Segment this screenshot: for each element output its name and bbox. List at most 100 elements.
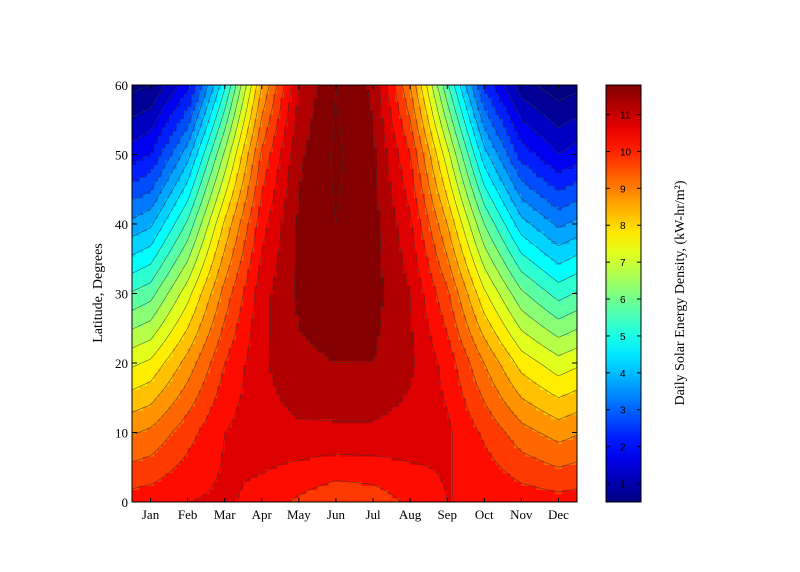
- contour-cell: [565, 464, 571, 470]
- contour-cell: [450, 385, 456, 391]
- contour-cell: [354, 472, 359, 478]
- contour-cell: [543, 481, 548, 486]
- contour-cell: [243, 364, 248, 370]
- contour-cell: [298, 389, 304, 395]
- contour-cell: [187, 385, 192, 391]
- contour-cell: [569, 497, 574, 502]
- contour-cell: [180, 389, 185, 395]
- contour-cell: [313, 372, 319, 378]
- contour-cell: [447, 360, 452, 365]
- contour-cell: [450, 497, 456, 502]
- contour-cell: [187, 343, 192, 349]
- contour-cell: [232, 343, 237, 349]
- contour-cell: [569, 410, 574, 416]
- contour-cell: [187, 393, 192, 399]
- contour-cell: [243, 414, 248, 420]
- contour-cell: [454, 376, 459, 382]
- contour-cell: [443, 364, 448, 370]
- contour-cell: [476, 447, 482, 453]
- contour-cell: [221, 451, 226, 457]
- contour-cell: [206, 456, 211, 461]
- contour-cell: [565, 439, 571, 445]
- contour-cell: [376, 351, 382, 357]
- contour-cell: [176, 472, 181, 478]
- contour-cell: [198, 356, 204, 361]
- contour-cell: [324, 447, 330, 453]
- contour-cell: [517, 339, 522, 345]
- contour-cell: [284, 493, 289, 499]
- contour-cell: [310, 435, 315, 441]
- contour-cell: [510, 376, 515, 382]
- contour-cell: [543, 397, 548, 403]
- contour-cell: [547, 410, 552, 416]
- contour-cell: [169, 476, 174, 482]
- contour-cell: [306, 447, 311, 453]
- contour-cell: [395, 489, 400, 495]
- contour-cell: [146, 485, 152, 491]
- contour-cell: [347, 493, 352, 499]
- contour-cell: [513, 372, 519, 378]
- contour-cell: [332, 406, 337, 411]
- contour-cell: [161, 397, 166, 403]
- contour-cell: [335, 406, 341, 411]
- contour-cell: [165, 431, 170, 436]
- contour-cell: [132, 439, 137, 445]
- contour-cell: [562, 401, 567, 407]
- contour-cell: [480, 472, 485, 478]
- contour-cell: [413, 464, 419, 470]
- contour-cell: [254, 493, 259, 499]
- contour-cell: [573, 343, 577, 349]
- contour-cell: [284, 414, 289, 420]
- contour-cell: [358, 489, 363, 495]
- contour-cell: [517, 422, 522, 428]
- contour-cell: [254, 472, 259, 478]
- contour-cell: [391, 451, 396, 457]
- contour-cell: [428, 339, 433, 345]
- contour-cell: [180, 347, 185, 353]
- contour-cell: [521, 422, 526, 428]
- contour-cell: [369, 376, 374, 382]
- contour-cell: [254, 435, 259, 441]
- contour-cell: [298, 339, 304, 345]
- contour-cell: [480, 389, 485, 395]
- contour-cell: [161, 356, 166, 361]
- contour-cell: [361, 376, 367, 382]
- contour-cell: [310, 422, 315, 428]
- contour-cell: [321, 489, 326, 495]
- contour-cell: [165, 410, 170, 416]
- contour-cell: [402, 364, 408, 370]
- contour-cell: [528, 331, 534, 336]
- contour-cell: [510, 414, 515, 420]
- contour-cell: [213, 364, 218, 370]
- contour-cell: [295, 485, 300, 491]
- contour-cell: [547, 472, 552, 478]
- contour-cell: [543, 443, 548, 449]
- contour-cell: [510, 381, 515, 386]
- contour-cell: [180, 493, 185, 499]
- contour-cell: [547, 331, 552, 336]
- contour-cell: [432, 422, 437, 428]
- contour-cell: [462, 335, 467, 340]
- contour-cell: [347, 397, 352, 403]
- contour-cell: [232, 364, 237, 370]
- contour-cell: [228, 339, 233, 345]
- contour-cell: [465, 485, 471, 491]
- contour-cell: [391, 335, 396, 340]
- contour-cell: [332, 426, 337, 432]
- contour-cell: [302, 464, 307, 470]
- contour-cell: [506, 476, 511, 482]
- contour-cell: [436, 385, 441, 391]
- contour-cell: [432, 381, 437, 386]
- contour-cell: [143, 443, 148, 449]
- contour-cell: [221, 497, 226, 502]
- contour-cell: [473, 485, 478, 491]
- contour-cell: [161, 414, 166, 420]
- contour-cell: [154, 356, 159, 361]
- contour-cell: [565, 468, 571, 474]
- contour-cell: [432, 489, 437, 495]
- contour-cell: [376, 401, 382, 407]
- contour-cell: [473, 410, 478, 416]
- contour-cell: [565, 356, 571, 361]
- contour-cell: [350, 422, 356, 428]
- contour-cell: [209, 489, 215, 495]
